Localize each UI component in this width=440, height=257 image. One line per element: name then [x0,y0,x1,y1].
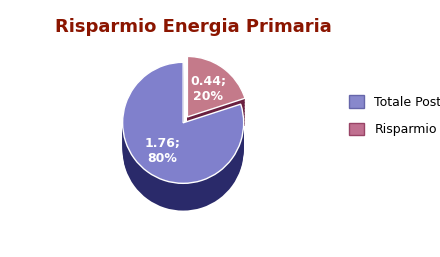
Wedge shape [187,69,245,129]
Wedge shape [123,76,244,197]
Wedge shape [187,58,245,118]
Wedge shape [187,75,245,135]
Text: 1.76;
80%: 1.76; 80% [145,137,180,165]
Wedge shape [187,66,245,126]
Wedge shape [123,84,244,205]
Wedge shape [187,78,245,138]
Wedge shape [123,85,244,206]
Legend: Totale Post, Risparmio: Totale Post, Risparmio [349,95,440,136]
Wedge shape [123,70,244,191]
Wedge shape [123,87,244,208]
Wedge shape [123,79,244,200]
Text: 0.44;
20%: 0.44; 20% [190,75,226,103]
Wedge shape [187,64,245,124]
Wedge shape [123,67,244,188]
Text: Risparmio Energia Primaria: Risparmio Energia Primaria [55,18,332,36]
Wedge shape [187,79,245,140]
Wedge shape [187,82,245,143]
Wedge shape [187,84,245,144]
Wedge shape [187,70,245,131]
Wedge shape [123,89,244,210]
Wedge shape [187,59,245,120]
Wedge shape [187,71,245,132]
Wedge shape [123,82,244,203]
Wedge shape [123,73,244,194]
Wedge shape [187,76,245,137]
Wedge shape [187,81,245,141]
Wedge shape [123,62,244,183]
Wedge shape [123,75,244,195]
Wedge shape [123,80,244,201]
Wedge shape [187,73,245,134]
Wedge shape [123,64,244,185]
Wedge shape [187,61,245,122]
Wedge shape [187,57,245,117]
Wedge shape [123,88,244,209]
Wedge shape [123,68,244,189]
Wedge shape [123,65,244,186]
Wedge shape [123,77,244,198]
Wedge shape [187,62,245,123]
Wedge shape [123,71,244,192]
Wedge shape [187,67,245,127]
